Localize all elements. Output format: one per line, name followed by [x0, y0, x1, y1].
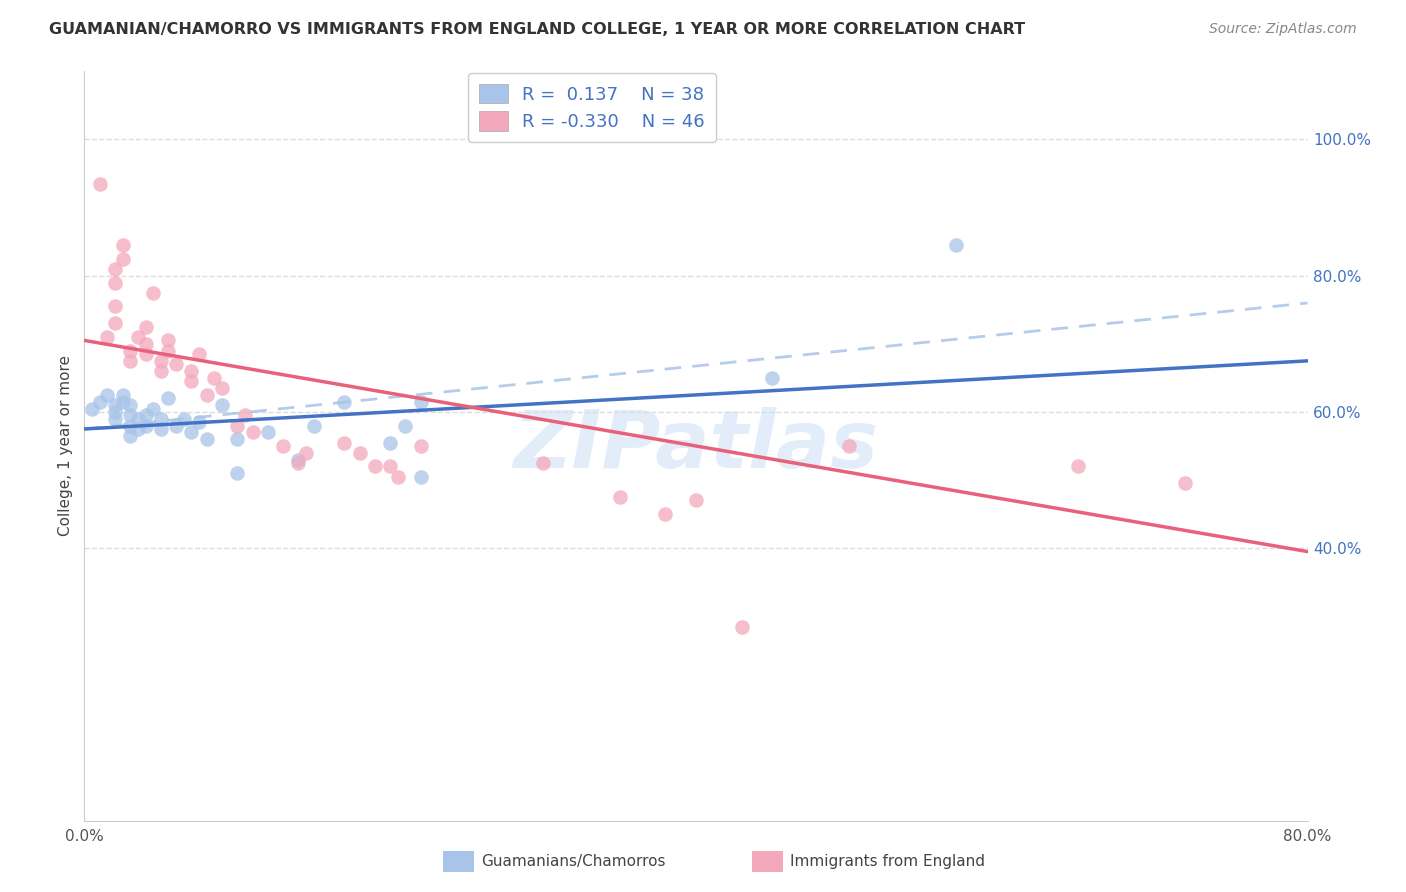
- Point: [333, 394, 356, 409]
- Point: [120, 409, 142, 423]
- Point: [211, 381, 233, 395]
- Text: Source: ZipAtlas.com: Source: ZipAtlas.com: [1209, 22, 1357, 37]
- Point: [195, 388, 218, 402]
- Point: [127, 411, 149, 425]
- Point: [127, 330, 149, 344]
- Point: [945, 238, 967, 252]
- Point: [838, 439, 860, 453]
- Point: [188, 415, 211, 429]
- Point: [142, 401, 165, 416]
- Point: [180, 364, 202, 378]
- Point: [104, 317, 127, 331]
- Point: [165, 357, 187, 371]
- Point: [120, 429, 142, 443]
- Point: [149, 422, 172, 436]
- Point: [127, 422, 149, 436]
- Point: [135, 409, 157, 423]
- Point: [685, 493, 707, 508]
- Point: [226, 432, 249, 446]
- Legend: R =  0.137    N = 38, R = -0.330    N = 46: R = 0.137 N = 38, R = -0.330 N = 46: [468, 73, 716, 142]
- Point: [120, 354, 142, 368]
- Point: [104, 405, 127, 419]
- Point: [1174, 476, 1197, 491]
- Text: ZIPatlas: ZIPatlas: [513, 407, 879, 485]
- Point: [195, 432, 218, 446]
- Point: [111, 394, 134, 409]
- Point: [157, 392, 180, 406]
- Point: [80, 401, 103, 416]
- Point: [409, 439, 432, 453]
- Point: [226, 418, 249, 433]
- Point: [349, 446, 371, 460]
- Point: [96, 330, 118, 344]
- Point: [165, 418, 187, 433]
- Point: [188, 347, 211, 361]
- Text: Immigrants from England: Immigrants from England: [790, 855, 986, 869]
- Point: [242, 425, 264, 440]
- Point: [233, 409, 256, 423]
- Point: [333, 435, 356, 450]
- Point: [104, 261, 127, 276]
- Point: [120, 398, 142, 412]
- Point: [104, 299, 127, 313]
- Point: [287, 456, 309, 470]
- Point: [226, 467, 249, 481]
- Point: [287, 452, 309, 467]
- Point: [135, 418, 157, 433]
- Point: [135, 319, 157, 334]
- Point: [157, 343, 180, 358]
- Point: [111, 252, 134, 266]
- Point: [135, 336, 157, 351]
- Point: [89, 394, 111, 409]
- Point: [295, 446, 318, 460]
- Point: [173, 411, 195, 425]
- Point: [364, 459, 387, 474]
- Point: [257, 425, 280, 440]
- Text: GUAMANIAN/CHAMORRO VS IMMIGRANTS FROM ENGLAND COLLEGE, 1 YEAR OR MORE CORRELATIO: GUAMANIAN/CHAMORRO VS IMMIGRANTS FROM EN…: [49, 22, 1025, 37]
- Point: [149, 364, 172, 378]
- Point: [135, 347, 157, 361]
- Point: [387, 469, 409, 483]
- Point: [394, 418, 416, 433]
- Point: [142, 285, 165, 300]
- Point: [104, 398, 127, 412]
- Point: [654, 507, 676, 521]
- Point: [111, 388, 134, 402]
- Point: [149, 354, 172, 368]
- Point: [731, 619, 754, 633]
- Point: [380, 459, 402, 474]
- Point: [120, 343, 142, 358]
- Point: [180, 374, 202, 388]
- Point: [180, 425, 202, 440]
- Point: [271, 439, 294, 453]
- Text: Guamanians/Chamorros: Guamanians/Chamorros: [481, 855, 665, 869]
- Point: [157, 334, 180, 348]
- Point: [96, 388, 118, 402]
- Point: [409, 469, 432, 483]
- Point: [211, 398, 233, 412]
- Point: [120, 418, 142, 433]
- Point: [202, 371, 225, 385]
- Point: [609, 490, 631, 504]
- Point: [531, 456, 554, 470]
- Point: [149, 411, 172, 425]
- Point: [111, 238, 134, 252]
- Point: [1067, 459, 1090, 474]
- Point: [104, 276, 127, 290]
- Point: [380, 435, 402, 450]
- Point: [302, 418, 325, 433]
- Point: [89, 177, 111, 191]
- Point: [761, 371, 783, 385]
- Point: [409, 394, 432, 409]
- Point: [104, 411, 127, 425]
- Y-axis label: College, 1 year or more: College, 1 year or more: [58, 356, 73, 536]
